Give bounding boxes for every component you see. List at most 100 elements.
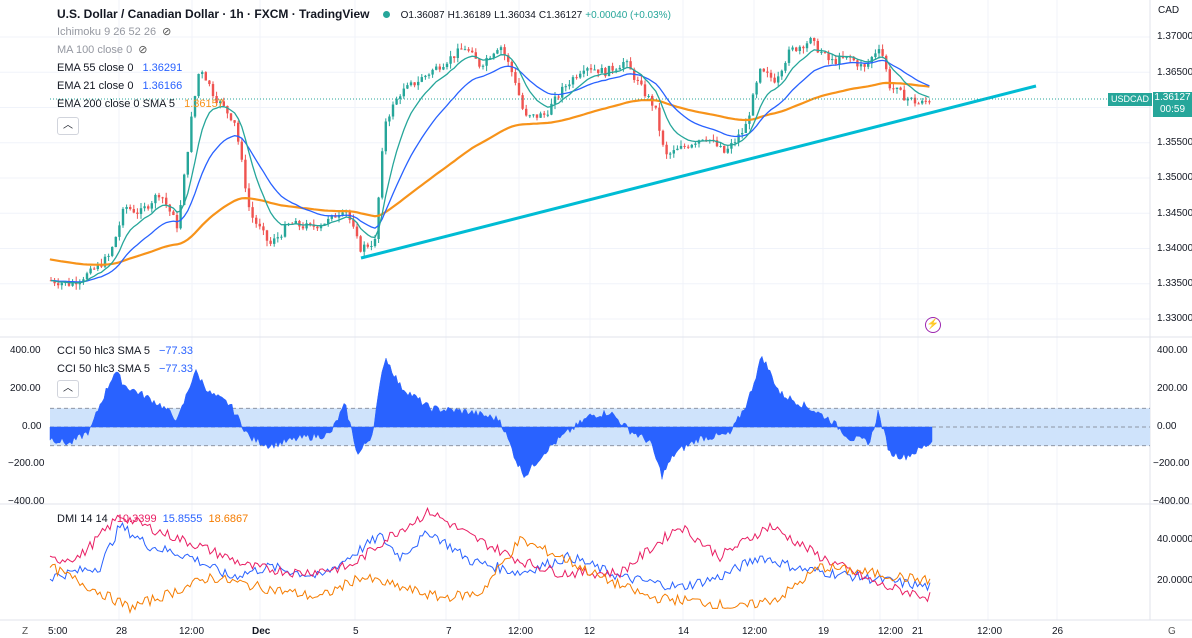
candle-body (319, 225, 323, 229)
candle-body (787, 49, 791, 63)
zoom-button[interactable]: Z (22, 626, 29, 637)
candle-body (355, 226, 359, 237)
candle-body (575, 77, 578, 79)
candle-body (111, 247, 114, 256)
candle-body (305, 223, 308, 229)
ma100-label: MA 100 close 0 (57, 44, 133, 56)
candle-body (845, 56, 848, 58)
candle-body (456, 48, 459, 59)
candle-body (863, 64, 866, 67)
candle-body (874, 53, 877, 57)
candle-body (449, 56, 452, 64)
ema55-label: EMA 55 close 0 (57, 62, 134, 74)
candle-body (219, 101, 222, 104)
candle-body (388, 116, 391, 122)
candle-body (676, 148, 679, 151)
candle-body (571, 77, 575, 85)
candle-body (550, 103, 553, 115)
candle-body (809, 37, 812, 44)
candle-body (535, 114, 539, 118)
candle-body (229, 113, 233, 121)
cci-tick-left: 0.00 (22, 421, 42, 432)
candle-body (769, 72, 773, 78)
candle-body (906, 98, 909, 101)
collapse-cci-legend-button[interactable]: ︿ (57, 380, 79, 398)
candle-body (172, 211, 175, 215)
candle-body (694, 143, 697, 145)
candle-body (431, 69, 434, 75)
candle-body (442, 67, 445, 70)
candle-body (888, 69, 891, 89)
price-tick: 1.34500 (1157, 208, 1192, 219)
candle-body (93, 268, 96, 270)
cci-value-2: −77.33 (159, 363, 193, 375)
candle-body (496, 50, 499, 54)
candle-body (139, 208, 143, 214)
goto-date-button[interactable]: G (1168, 626, 1176, 637)
ema21-value: 1.36166 (142, 80, 183, 92)
candle-body (327, 218, 330, 224)
dmi-plus-line (49, 521, 931, 592)
time-tick: 26 (1052, 626, 1064, 637)
price-tick: 1.37000 (1157, 31, 1192, 42)
cci-tick-right: 0.00 (1157, 421, 1177, 432)
dmi-legend[interactable]: DMI 14 14 10.3399 15.8555 18.6867 (57, 512, 248, 526)
cci-legend-2[interactable]: CCI 50 hlc3 SMA 5 −77.33 (57, 362, 193, 376)
candle-body (222, 101, 225, 106)
currency-label[interactable]: CAD (1158, 5, 1180, 16)
candle-body (168, 204, 171, 212)
candle-body (478, 58, 481, 67)
indicator-ema55[interactable]: EMA 55 close 0 1.36291 (57, 61, 182, 75)
candle-body (679, 145, 683, 149)
indicator-ichimoku[interactable]: Ichimoku 9 26 52 26 ⊘ (57, 25, 171, 39)
candle-body (161, 197, 164, 199)
candle-body (654, 105, 657, 108)
candle-body (557, 96, 560, 98)
candle-body (406, 85, 409, 89)
cci-tick-left: 400.00 (10, 345, 41, 356)
candle-body (521, 95, 524, 109)
candle-body (852, 57, 855, 61)
eye-off-icon[interactable]: ⊘ (162, 26, 172, 38)
time-tick: 12:00 (977, 626, 1003, 637)
candle-body (636, 79, 639, 81)
candle-body (413, 82, 416, 86)
candle-body (460, 48, 463, 50)
candle-body (211, 84, 215, 97)
ema200-value: 1.36157 (184, 98, 224, 110)
candle-body (744, 123, 747, 133)
candle-body (928, 101, 931, 103)
cci-legend-1[interactable]: CCI 50 hlc3 SMA 5 −77.33 (57, 344, 193, 358)
indicator-ma100[interactable]: MA 100 close 0 ⊘ (57, 43, 147, 57)
candle-body (913, 97, 917, 104)
symbol-title[interactable]: U.S. Dollar / Canadian Dollar · 1h · FXC… (57, 7, 370, 21)
candle-body (165, 197, 168, 205)
lightning-icon[interactable]: ⚡ (925, 317, 941, 333)
cci-area (49, 355, 933, 480)
last-price-tag: 1.36127 00:59 (1153, 92, 1192, 117)
price-tick: 1.33000 (1157, 313, 1192, 324)
cci-tick-right: 200.00 (1157, 383, 1188, 394)
candle-body (773, 77, 776, 83)
candle-body (204, 72, 207, 81)
indicator-ema21[interactable]: EMA 21 close 0 1.36166 (57, 79, 182, 93)
candle-body (726, 148, 729, 153)
cci-tick-left: 200.00 (10, 383, 41, 394)
candle-body (381, 151, 384, 198)
collapse-legend-button[interactable]: ︿ (57, 117, 79, 135)
candle-body (795, 47, 798, 52)
candle-body (474, 52, 477, 59)
candle-body (255, 217, 258, 224)
dmi-minus-value: 15.8555 (162, 513, 203, 525)
candle-body (316, 226, 319, 229)
indicator-ema200[interactable]: EMA 200 close 0 SMA 5 1.36157 (57, 97, 224, 111)
candle-body (273, 238, 276, 244)
candle-body (96, 263, 99, 270)
price-tick: 1.35000 (1157, 172, 1192, 183)
eye-off-icon[interactable]: ⊘ (138, 44, 148, 56)
candle-body (643, 84, 647, 97)
time-tick: 7 (446, 626, 452, 637)
candle-body (201, 72, 204, 74)
candle-body (798, 46, 801, 52)
